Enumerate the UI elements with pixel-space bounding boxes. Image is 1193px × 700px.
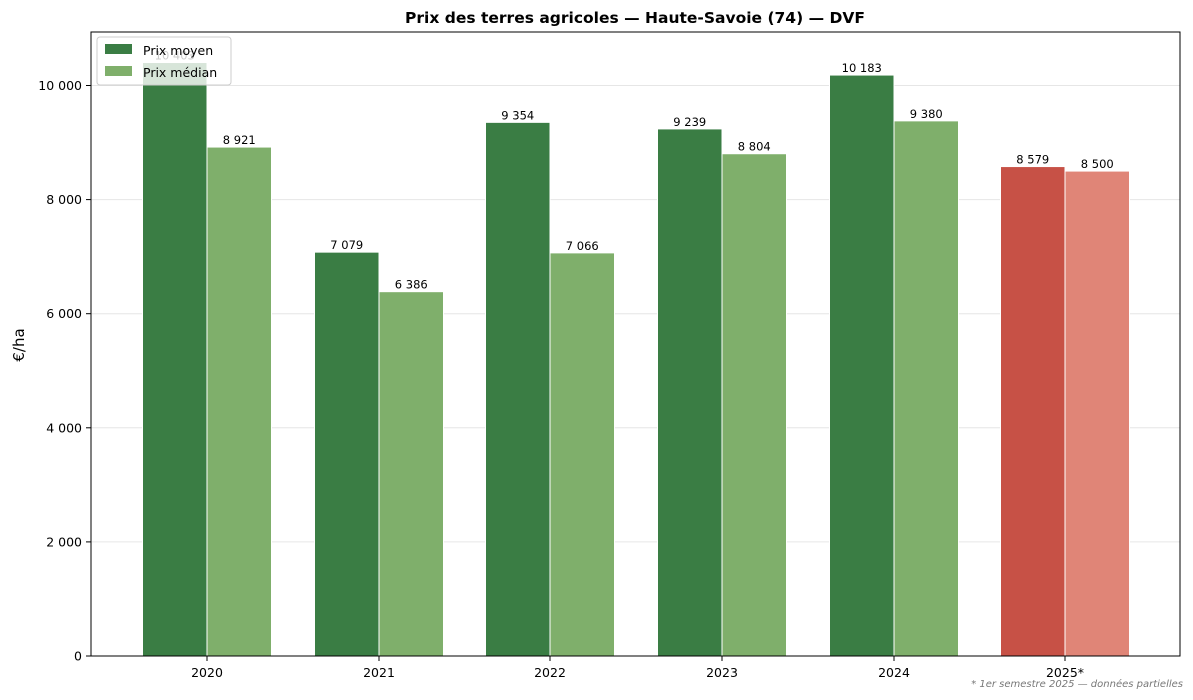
bar-value-label: 8 500 [1081, 157, 1114, 171]
y-tick-label: 6 000 [46, 306, 82, 321]
bar-value-label: 6 386 [395, 278, 428, 292]
bar-value-label: 8 804 [738, 140, 771, 154]
x-tick-label: 2021 [363, 665, 395, 680]
x-tick-label: 2025* [1046, 665, 1084, 680]
legend-label-median: Prix médian [143, 65, 217, 80]
plot-frame [90, 31, 1181, 657]
legend-label-moyen: Prix moyen [143, 43, 213, 58]
bar-value-label: 9 354 [501, 108, 534, 122]
bar-moyen-2024 [829, 74, 895, 657]
y-tick-label: 10 000 [38, 78, 82, 93]
bar-median-2025* [1064, 170, 1130, 657]
bar-value-label: 8 579 [1016, 153, 1049, 167]
x-axis-ticks: 2020 2021 2022 2023 2024 2025* [191, 656, 1084, 680]
bar-median-2022 [549, 252, 615, 657]
bar-moyen-2025* [1000, 166, 1066, 657]
legend: Prix moyen Prix médian [96, 36, 232, 86]
bar-moyen-2021 [314, 251, 380, 657]
x-tick-label: 2023 [706, 665, 738, 680]
bar-value-label: 7 079 [330, 238, 363, 252]
y-tick-label: 0 [74, 649, 82, 664]
y-tick-label: 2 000 [46, 534, 82, 549]
y-axis-ticks: 0 2 000 4 000 6 000 8 000 10 000 [38, 78, 91, 664]
y-tick-label: 8 000 [46, 192, 82, 207]
gridlines [91, 85, 1180, 543]
bar-value-label: 9 380 [910, 107, 943, 121]
x-tick-label: 2020 [191, 665, 223, 680]
x-tick-label: 2022 [534, 665, 566, 680]
bar-median-2023 [721, 153, 787, 657]
legend-swatch-median [105, 66, 132, 76]
bar-value-label: 9 239 [673, 115, 706, 129]
bar-median-2021 [378, 291, 444, 657]
bar-moyen-2020 [142, 62, 208, 657]
bar-value-label: 7 066 [566, 239, 599, 253]
bar-value-label: 10 183 [842, 61, 882, 75]
chart-title: Prix des terres agricoles — Haute-Savoie… [405, 9, 865, 27]
bar-value-label: 8 921 [223, 133, 256, 147]
footnote: * 1er semestre 2025 — données partielles [971, 678, 1183, 690]
bar-moyen-2022 [485, 121, 551, 657]
y-axis-label: €/ha [10, 328, 28, 361]
legend-swatch-moyen [105, 44, 132, 54]
y-tick-label: 4 000 [46, 420, 82, 435]
bar-median-2024 [893, 120, 959, 657]
bar-median-2020 [206, 146, 272, 657]
bars [142, 62, 1130, 657]
bar-moyen-2023 [657, 128, 723, 657]
x-tick-label: 2024 [878, 665, 910, 680]
